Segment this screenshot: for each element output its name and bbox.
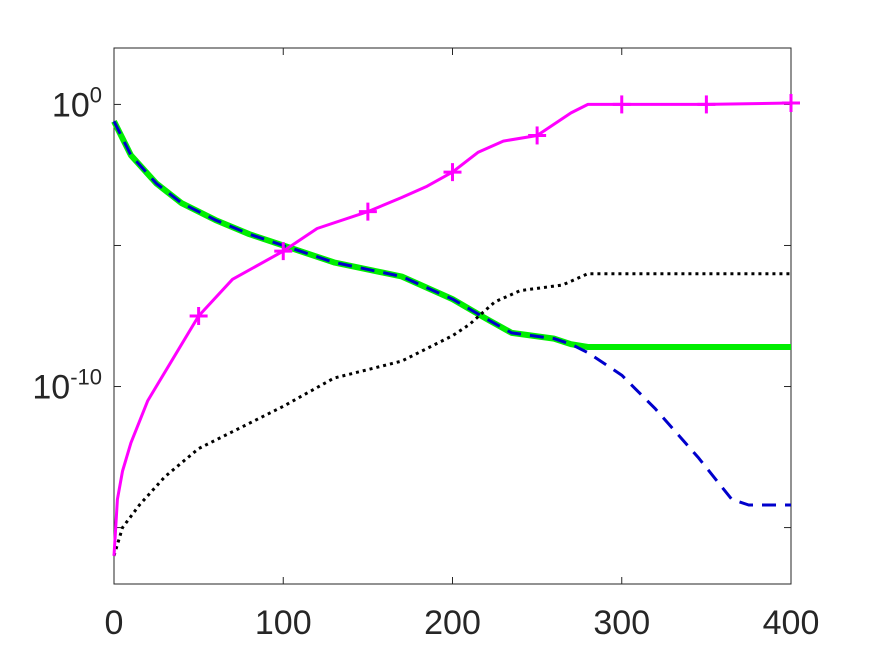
plus-marker [528,126,547,145]
plus-marker [274,242,293,261]
series-line [112,101,792,556]
x-tick-label: 100 [255,604,312,642]
plus-marker [697,95,716,114]
y-tick-label: 10-10 [32,365,102,407]
x-tick-label: 0 [105,604,124,642]
x-tick-label: 400 [763,604,820,642]
plus-marker [189,307,208,325]
plus-marker [358,202,377,221]
plus-marker [443,163,462,182]
x-tick-label: 200 [424,604,481,642]
plus-marker [612,95,631,114]
plot-area [113,47,792,585]
x-tick-label: 300 [593,604,650,642]
y-tick-label: 100 [52,82,102,124]
series-line [112,272,791,557]
series-line [112,120,791,507]
series-layer [111,94,800,557]
tick-labels: 0 100 200 300 400 100 10-10 [32,82,819,642]
plus-marker [782,94,800,113]
